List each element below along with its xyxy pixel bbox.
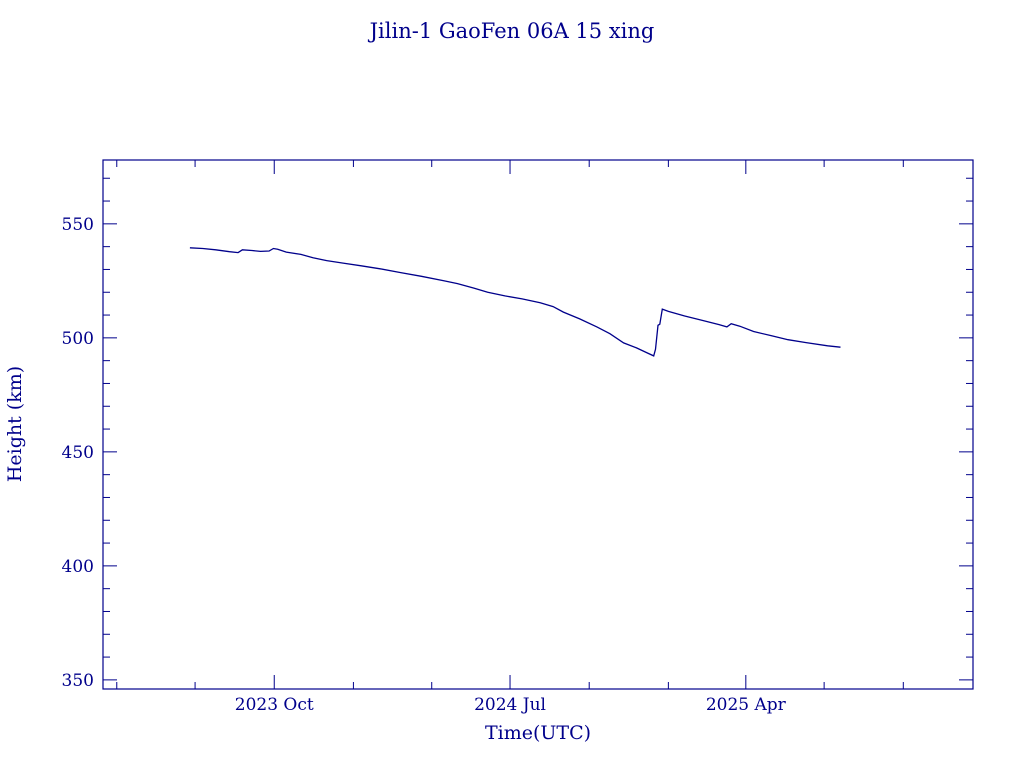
- y-tick-label: 450: [62, 443, 94, 463]
- y-tick-label: 550: [62, 215, 94, 235]
- y-tick-label: 400: [62, 557, 94, 577]
- x-tick-label: 2024 Jul: [474, 695, 546, 715]
- chart-title: Jilin-1 GaoFen 06A 15 xing: [368, 19, 655, 43]
- x-axis: 2023 Oct 2024 Jul 2025 Apr: [116, 160, 904, 715]
- y-axis: 350 400 450 500 550: [62, 177, 973, 691]
- plot-frame: [102, 159, 974, 690]
- y-axis-label: Height (km): [4, 366, 26, 482]
- x-axis-label: Time(UTC): [485, 722, 591, 744]
- x-tick-label: 2023 Oct: [235, 695, 314, 715]
- height-series-line: [189, 247, 841, 357]
- x-tick-label: 2025 Apr: [706, 695, 787, 715]
- y-tick-label: 350: [62, 671, 94, 691]
- y-tick-label: 500: [62, 329, 94, 349]
